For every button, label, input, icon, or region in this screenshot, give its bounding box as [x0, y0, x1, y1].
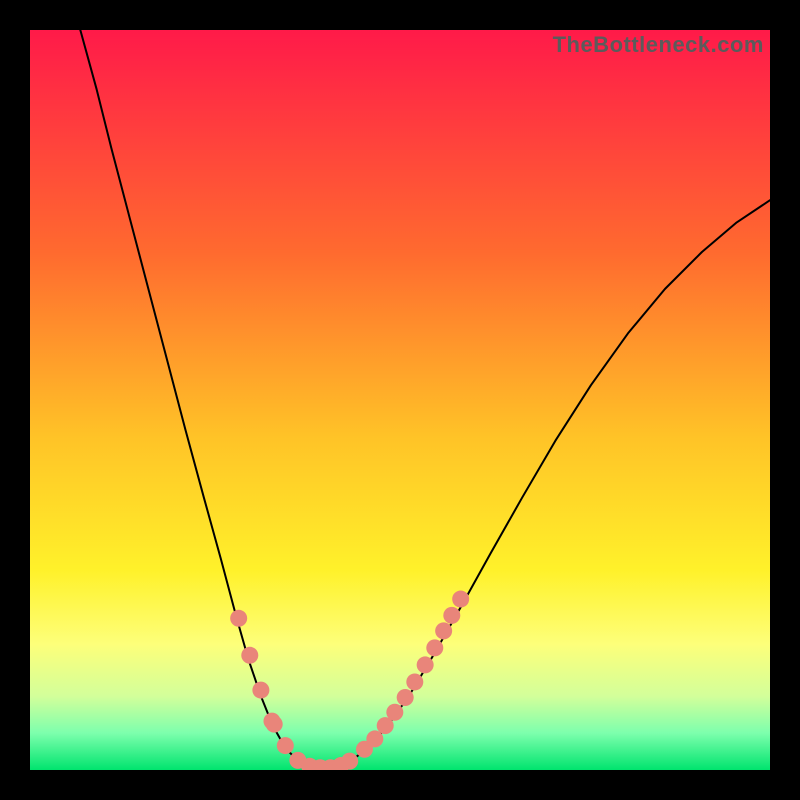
curve-dot [443, 607, 460, 624]
curve-dots [230, 591, 469, 770]
curve-dot [366, 730, 383, 747]
curve-dot [230, 610, 247, 627]
curve-dot [435, 622, 452, 639]
curve-dot [266, 716, 283, 733]
curve-dot [341, 753, 358, 770]
chart-frame: TheBottleneck.com [0, 0, 800, 800]
curve-dot [417, 656, 434, 673]
curve-dot [426, 639, 443, 656]
curve-layer [30, 30, 770, 770]
curve-dot [406, 673, 423, 690]
plot-area: TheBottleneck.com [30, 30, 770, 770]
curve-dot [397, 689, 414, 706]
curve-dot [452, 591, 469, 608]
watermark-text: TheBottleneck.com [553, 32, 764, 58]
curve-dot [252, 682, 269, 699]
curve-dot [386, 704, 403, 721]
curve-dot [277, 737, 294, 754]
curve-dot [241, 647, 258, 664]
